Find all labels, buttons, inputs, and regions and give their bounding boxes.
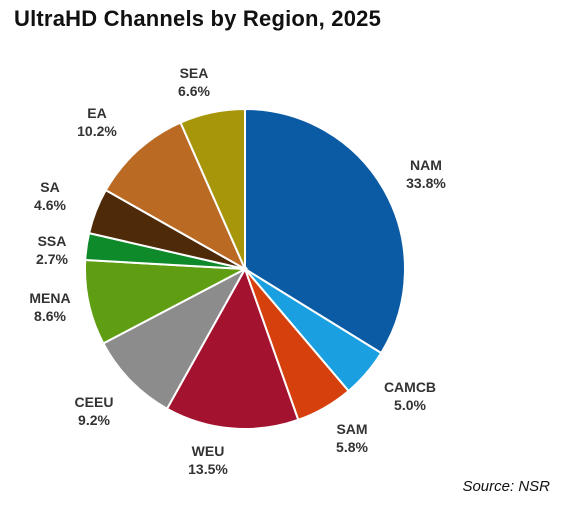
pie-slice-mena	[84, 258, 249, 345]
slice-label-ea: EA	[87, 105, 106, 121]
slice-label-mena: MENA	[29, 290, 70, 306]
slice-label-weu: WEU	[192, 443, 225, 459]
slice-labels: NAM 33.8% CAMCB 5.0% SAM 5.8% WEU 13.5% CEEU 9.2%…	[29, 65, 446, 477]
slice-value-ea: 10.2%	[77, 123, 117, 139]
slice-value-ceeu: 9.2%	[78, 412, 110, 428]
pie-slice-ceeu	[102, 266, 248, 411]
slice-value-sea: 6.6%	[178, 83, 210, 99]
slice-value-camcb: 5.0%	[394, 397, 426, 413]
pie-slice-sea	[179, 107, 246, 270]
slice-label-ssa: SSA	[38, 233, 67, 249]
source-note: Source: NSR	[462, 478, 550, 495]
slice-label-sam: SAM	[336, 421, 367, 437]
pie-slices	[84, 107, 406, 430]
slice-label-sa: SA	[40, 179, 59, 195]
pie-slice-ea	[104, 121, 248, 272]
slice-value-weu: 13.5%	[188, 461, 228, 477]
slice-value-nam: 33.8%	[406, 175, 446, 191]
slice-label-camcb: CAMCB	[384, 379, 436, 395]
slice-value-sam: 5.8%	[336, 439, 368, 455]
pie-slice-nam	[244, 107, 406, 355]
slice-label-nam: NAM	[410, 157, 442, 173]
pie-slice-weu	[165, 266, 300, 430]
slice-label-ceeu: CEEU	[75, 394, 114, 410]
slice-value-ssa: 2.7%	[36, 251, 68, 267]
slice-label-sea: SEA	[180, 65, 209, 81]
slice-value-mena: 8.6%	[34, 308, 66, 324]
chart-title: UltraHD Channels by Region, 2025	[14, 6, 382, 31]
slice-value-sa: 4.6%	[34, 197, 66, 213]
